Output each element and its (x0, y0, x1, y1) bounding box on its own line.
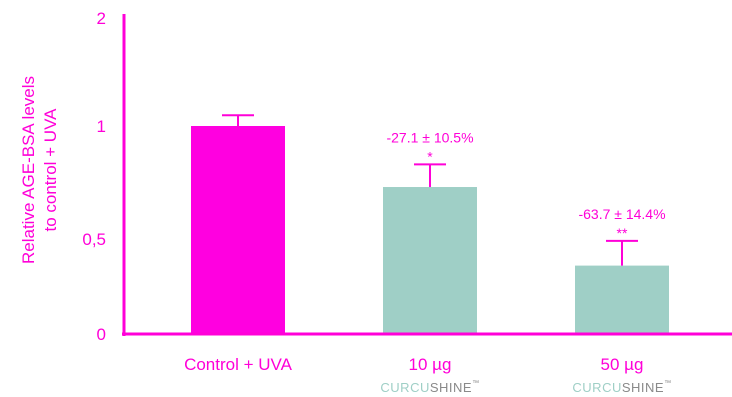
y-axis-title: Relative AGE-BSA levels to control + UVA (19, 76, 60, 264)
axes-group (122, 14, 732, 336)
annotation-change-2: -27.1 ± 10.5% (386, 129, 473, 145)
brand-label-3: CURCUSHINE™ (572, 380, 671, 395)
brand-label-2: CURCUSHINE™ (380, 380, 479, 395)
category-label-1: Control + UVA (184, 355, 293, 374)
labels-group: Control + UVA -27.1 ± 10.5% * 10 µg CURCUSHI… (19, 9, 671, 395)
bar-3 (575, 265, 669, 334)
bar-2 (383, 187, 477, 334)
bar-1 (191, 126, 285, 334)
annotation-significance-2: * (427, 148, 433, 164)
y-tick-label-1: 0 (97, 325, 106, 344)
y-tick-label-3: 1 (97, 117, 106, 136)
annotation-significance-3: ** (617, 225, 628, 241)
bars-group (191, 126, 669, 334)
y-axis-title-line-1: Relative AGE-BSA levels (19, 76, 38, 264)
category-label-3: 50 µg (601, 355, 644, 374)
y-tick-label-2: 0,5 (82, 230, 106, 249)
error-bars-group (222, 114, 638, 266)
category-label-2: 10 µg (409, 355, 452, 374)
annotation-change-3: -63.7 ± 14.4% (578, 206, 665, 222)
y-axis-title-line-2: to control + UVA (41, 108, 60, 232)
y-tick-label-4: 2 (97, 9, 106, 28)
